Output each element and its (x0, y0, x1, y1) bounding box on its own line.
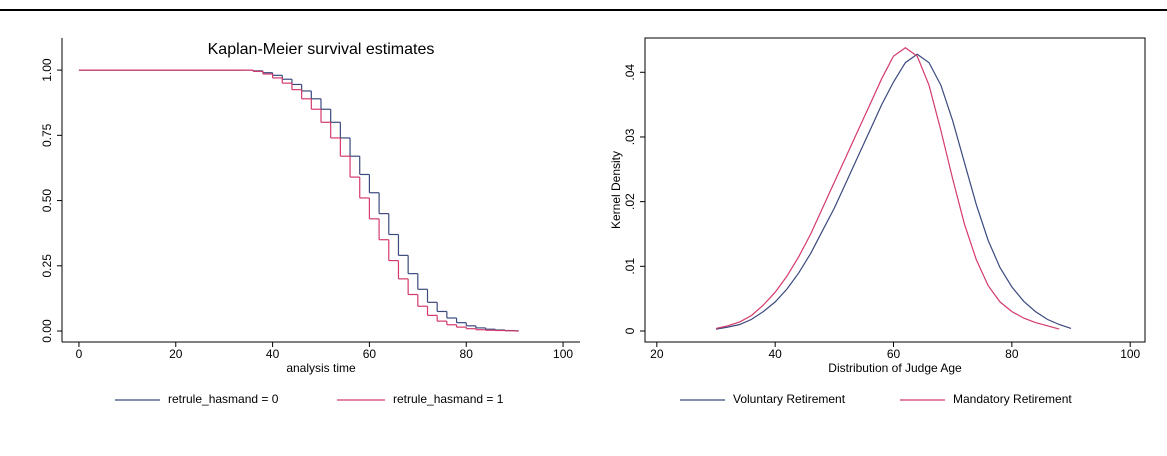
x-tick-label: 0 (76, 347, 83, 361)
y-tick-label: 0.50 (40, 189, 54, 213)
y-tick-label: 0.25 (40, 254, 54, 278)
legend-label: retrule_hasmand = 1 (393, 392, 504, 406)
y-tick-label: .01 (623, 258, 637, 275)
x-tick-label: 100 (1120, 347, 1140, 361)
legend-label: Voluntary Retirement (733, 392, 846, 406)
y-axis-label: Kernel Density (609, 151, 623, 229)
x-tick-label: 20 (650, 347, 664, 361)
y-tick-label: 1.00 (40, 58, 54, 82)
x-tick-label: 100 (553, 347, 573, 361)
x-tick-label: 60 (363, 347, 377, 361)
x-tick-label: 60 (887, 347, 901, 361)
y-tick-label: 0.00 (40, 319, 54, 343)
y-tick-label: .03 (623, 128, 637, 145)
x-tick-label: 20 (169, 347, 183, 361)
y-tick-label: .02 (623, 193, 637, 210)
y-tick-label: 0.75 (40, 123, 54, 147)
x-tick-label: 80 (460, 347, 474, 361)
x-tick-label: 80 (1005, 347, 1019, 361)
step-line (78, 69, 519, 332)
step-line (78, 69, 519, 332)
legend-label: Mandatory Retirement (953, 392, 1072, 406)
x-axis-label: Distribution of Judge Age (828, 361, 962, 375)
chart-title: Kaplan-Meier survival estimates (208, 41, 435, 58)
density-line (715, 46, 1060, 330)
x-tick-label: 40 (768, 347, 782, 361)
density-line (715, 53, 1072, 330)
x-tick-label: 40 (266, 347, 280, 361)
plot-frame (644, 37, 1146, 343)
legend-label: retrule_hasmand = 0 (168, 392, 279, 406)
x-axis-label: analysis time (286, 361, 356, 375)
y-tick-label: .04 (623, 64, 637, 81)
y-tick-label: 0 (623, 327, 637, 334)
